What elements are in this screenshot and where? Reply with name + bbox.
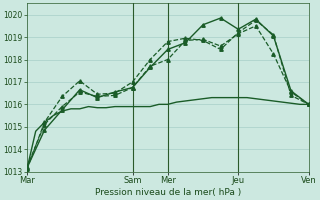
X-axis label: Pression niveau de la mer( hPa ): Pression niveau de la mer( hPa ) [95,188,241,197]
